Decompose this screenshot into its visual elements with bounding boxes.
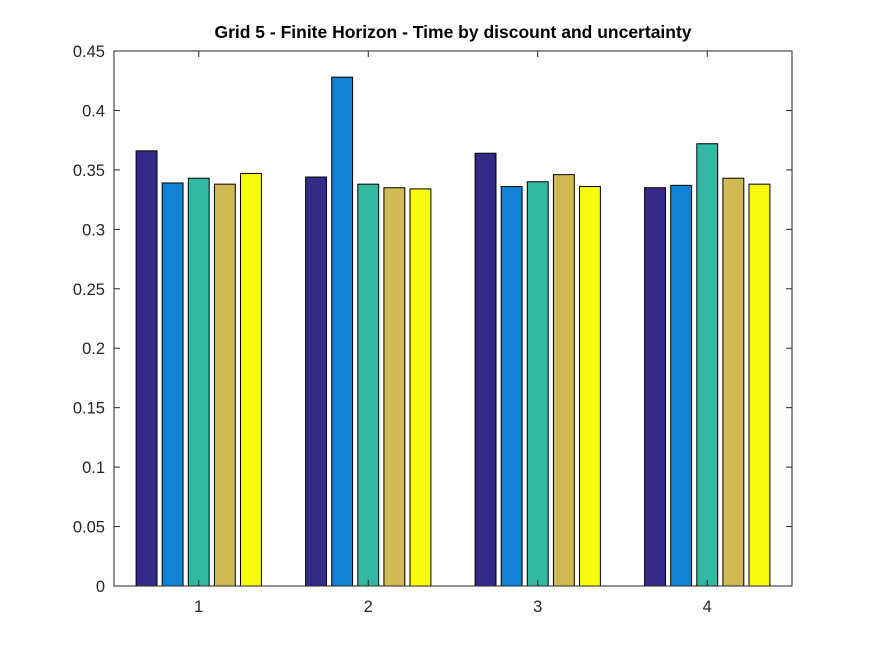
bar-cat1-series4 (213, 183, 236, 587)
axes-box (113, 50, 793, 587)
bar-cat3-series3 (526, 181, 549, 587)
bar-cat2-series4 (383, 187, 406, 587)
bar-cat4-series4 (722, 177, 745, 587)
bar-cat1-series5 (240, 172, 262, 587)
bar-cat3-series1 (474, 152, 497, 587)
y-tick-label: 0 (96, 578, 105, 596)
bar-cat4-series3 (696, 143, 719, 587)
bar-cat2-series2 (331, 76, 354, 587)
bars-group (135, 76, 771, 587)
y-tick-label: 0.4 (82, 102, 105, 120)
bar-cat2-series5 (409, 188, 432, 587)
x-tick-label: 4 (703, 598, 712, 616)
x-tick-label: 2 (364, 598, 373, 616)
y-tick-label: 0.1 (82, 459, 105, 477)
y-tick-label: 0.05 (73, 519, 105, 537)
y-tick-label: 0.2 (82, 340, 105, 358)
plot-area: 0 0.05 0.1 0.15 0.2 0.25 0.3 0.35 0.4 0.45 1 2 3 4 (73, 43, 793, 616)
y-axis-ticks: 0 0.05 0.1 0.15 0.2 0.25 0.3 0.35 0.4 0.45 (73, 43, 792, 596)
bar-cat3-series4 (552, 174, 575, 587)
bar-cat1-series1 (135, 150, 158, 587)
y-tick-label: 0.25 (73, 281, 105, 299)
y-tick-label: 0.35 (73, 162, 105, 180)
bar-cat3-series2 (500, 186, 523, 587)
bar-cat2-series1 (305, 176, 327, 587)
bar-cat3-series5 (579, 186, 601, 587)
bar-cat4-series2 (670, 184, 693, 587)
bar-cat1-series3 (187, 177, 210, 587)
bar-cat2-series3 (357, 183, 380, 587)
bar-cat1-series2 (161, 182, 184, 587)
x-axis-ticks: 1 2 3 4 (194, 51, 712, 616)
y-tick-label: 0.45 (73, 43, 105, 61)
y-tick-label: 0.15 (73, 400, 105, 418)
x-tick-label: 1 (194, 598, 203, 616)
y-tick-label: 0.3 (82, 221, 105, 239)
bar-cat4-series1 (644, 187, 666, 587)
chart-title: Grid 5 - Finite Horizon - Time by discou… (214, 22, 691, 42)
x-tick-label: 3 (533, 598, 542, 616)
bar-cat4-series5 (748, 183, 771, 587)
